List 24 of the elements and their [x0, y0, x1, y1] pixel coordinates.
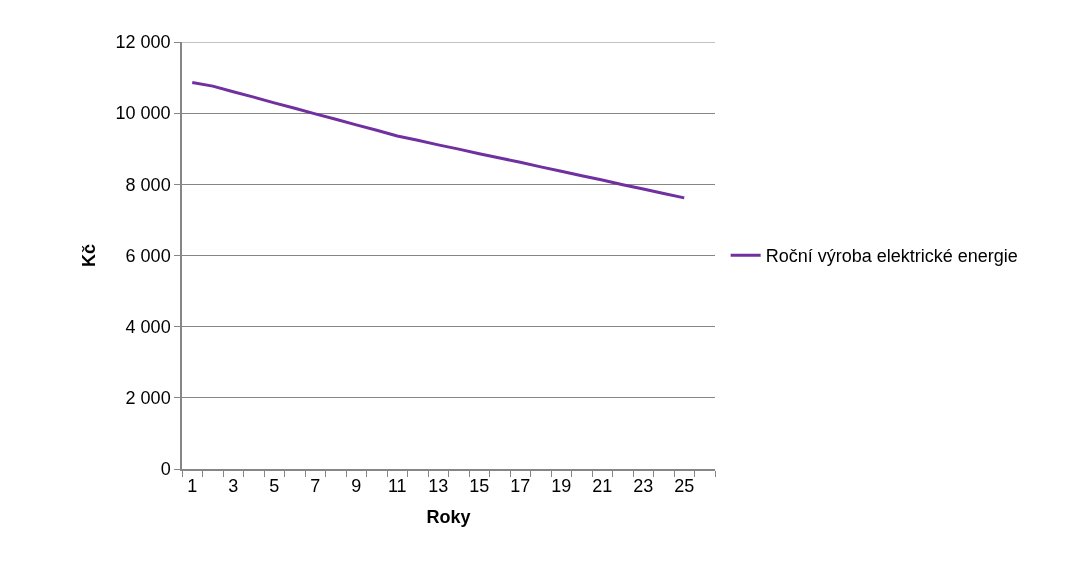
y-tick-label: 4 000 [125, 316, 171, 337]
y-tick-label: 10 000 [115, 103, 171, 124]
x-tick-label: 19 [551, 476, 572, 497]
y-axis-title: Kč [79, 243, 100, 268]
y-tick-label: 12 000 [115, 32, 171, 53]
x-tick-label: 15 [469, 476, 490, 497]
x-tick-label: 13 [428, 476, 449, 497]
x-tick-label: 7 [310, 476, 321, 497]
x-tick-label: 5 [269, 476, 280, 497]
y-tick-label: 0 [160, 459, 171, 480]
x-tick-label: 1 [187, 476, 198, 497]
x-tick-label: 21 [592, 476, 613, 497]
y-tick-label: 6 000 [125, 245, 171, 266]
x-tick-label: 9 [351, 476, 362, 497]
y-tick-label: 2 000 [125, 388, 171, 409]
x-tick-label: 3 [228, 476, 239, 497]
legend-label: Roční výroba elektrické energie [765, 246, 1018, 267]
x-tick-label: 23 [633, 476, 654, 497]
y-tick-label: 8 000 [125, 174, 171, 195]
x-tick-label: 11 [387, 476, 407, 497]
x-tick-label: 25 [674, 476, 695, 497]
line-series [190, 81, 686, 200]
x-axis-title: Roky [426, 506, 471, 527]
x-tick-label: 17 [510, 476, 531, 497]
